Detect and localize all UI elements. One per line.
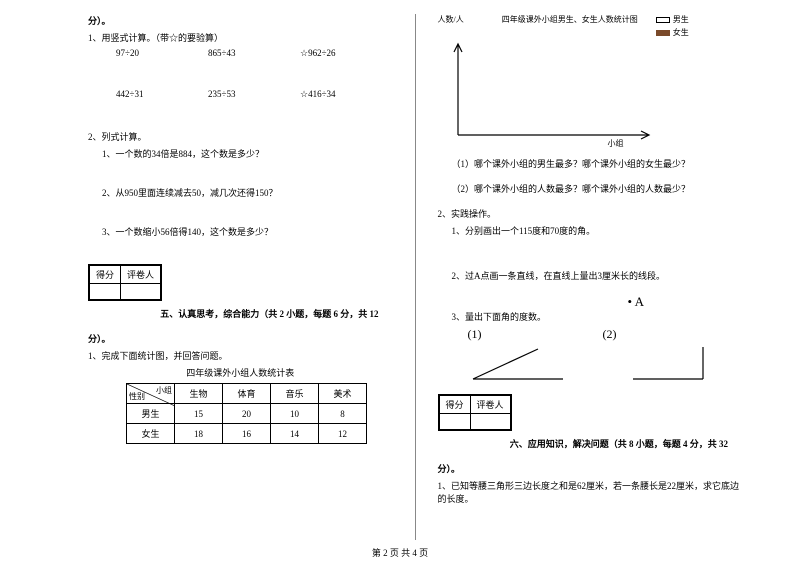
left-column: 分）。 1、用竖式计算。（带☆的要验算） 97÷20 865÷43 ☆962÷2… xyxy=(80,14,413,540)
angle-fig-1: (1) xyxy=(468,327,603,386)
cell: 10 xyxy=(271,404,319,424)
col-head: 音乐 xyxy=(271,384,319,404)
point-a-label: A xyxy=(635,294,644,309)
column-separator xyxy=(415,14,416,540)
section6-line: 六、应用知识，解决问题（共 8 小题，每题 4 分，共 32 xyxy=(438,437,743,450)
q2-2: 2、从950里面连续减去50，减几次还得150？ xyxy=(102,186,393,199)
calc-cell: 97÷20 xyxy=(116,48,208,59)
score-label: 评卷人 xyxy=(121,266,161,284)
row-label: 女生 xyxy=(127,424,175,444)
legend-label: 男生 xyxy=(673,14,689,25)
angle2-label: (2) xyxy=(603,327,738,342)
diag-cell: 小组 性别 xyxy=(127,384,175,404)
chart-y-label: 人数/人 xyxy=(438,14,464,25)
point-a: • A xyxy=(628,294,743,310)
q2-3: 3、一个数缩小56倍得140，这个数是多少？ xyxy=(102,225,393,238)
section6-fen: 分）。 xyxy=(438,462,743,475)
score-blank xyxy=(439,414,470,430)
calc-cell: 442÷31 xyxy=(116,89,208,100)
angle-row: (1) (2) xyxy=(468,327,743,386)
r-q2: （2）哪个课外小组的人数最多？哪个课外小组的人数最少？ xyxy=(452,182,743,195)
score-label: 评卷人 xyxy=(470,396,510,414)
stat-table: 小组 性别 生物 体育 音乐 美术 男生 15 20 10 8 女生 18 16… xyxy=(126,383,367,444)
row-label: 男生 xyxy=(127,404,175,424)
col-head: 生物 xyxy=(175,384,223,404)
angle-fig-2: (2) xyxy=(603,327,738,386)
score-blank xyxy=(470,414,510,430)
stat-title: 四年级课外小组人数统计表 xyxy=(88,366,393,379)
score-blank xyxy=(90,284,121,300)
score-box: 得分 评卷人 xyxy=(88,264,162,301)
diag-top: 小组 xyxy=(156,385,172,396)
cell: 8 xyxy=(319,404,367,424)
calc-cell: 235÷53 xyxy=(208,89,300,100)
calc-cell: 865÷43 xyxy=(208,48,300,59)
page: 分）。 1、用竖式计算。（带☆的要验算） 97÷20 865÷43 ☆962÷2… xyxy=(0,0,800,540)
q2-text: 2、列式计算。 xyxy=(88,130,393,143)
col-head: 体育 xyxy=(223,384,271,404)
score-blank xyxy=(121,284,161,300)
p2-1: 1、分别画出一个115度和70度的角。 xyxy=(452,224,743,237)
section5-line: 五、认真思考，综合能力（共 2 小题，每题 6 分，共 12 xyxy=(88,307,393,320)
dot-icon: • xyxy=(628,294,633,309)
q1-text: 1、用竖式计算。（带☆的要验算） xyxy=(88,31,393,44)
chart-axes-icon xyxy=(438,40,668,150)
col-head: 美术 xyxy=(319,384,367,404)
p2-2: 2、过A点画一条直线，在直线上量出3厘米长的线段。 xyxy=(452,269,743,282)
diag-bot: 性别 xyxy=(129,391,145,402)
chart-legend: 男生 女生 xyxy=(656,14,689,40)
chart-title: 四年级课外小组男生、女生人数统计图 xyxy=(502,14,638,25)
q2-1: 1、一个数的34倍是884，这个数是多少？ xyxy=(102,147,393,160)
s5-q1: 1、完成下面统计图，并回答问题。 xyxy=(88,349,393,362)
angle1-label: (1) xyxy=(468,327,603,342)
legend-box-female xyxy=(656,30,670,36)
s6-q1: 1、已知等腰三角形三边长度之和是62厘米，若一条腰长是22厘米，求它底边的长度。 xyxy=(438,479,743,505)
section6-title: 六、应用知识，解决问题（共 8 小题，每题 4 分，共 32 xyxy=(510,439,728,449)
angle2-icon xyxy=(603,344,713,384)
right-column: 人数/人 四年级课外小组男生、女生人数统计图 男生 女生 小组 （1）哪个课外小… xyxy=(418,14,751,540)
cell: 12 xyxy=(319,424,367,444)
legend-label: 女生 xyxy=(673,27,689,38)
score-label: 得分 xyxy=(90,266,121,284)
legend-box-male xyxy=(656,17,670,23)
section5-title: 五、认真思考，综合能力（共 2 小题，每题 6 分，共 12 xyxy=(160,309,378,319)
section5-fen: 分）。 xyxy=(88,332,393,345)
calc-row-1: 97÷20 865÷43 ☆962÷26 xyxy=(116,48,393,59)
cell: 20 xyxy=(223,404,271,424)
calc-cell: ☆416÷34 xyxy=(300,89,392,100)
cell: 18 xyxy=(175,424,223,444)
calc-row-2: 442÷31 235÷53 ☆416÷34 xyxy=(116,89,393,100)
p2-3: 3、量出下面角的度数。 xyxy=(452,310,743,323)
angle1-icon xyxy=(468,344,578,384)
r-q1: （1）哪个课外小组的男生最多？哪个课外小组的女生最少？ xyxy=(452,157,743,170)
chart-header: 人数/人 四年级课外小组男生、女生人数统计图 男生 女生 xyxy=(438,14,743,40)
page-footer: 第 2 页 共 4 页 xyxy=(0,546,800,559)
p2: 2、实践操作。 xyxy=(438,207,743,220)
fen-top: 分）。 xyxy=(88,14,393,27)
score-label: 得分 xyxy=(439,396,470,414)
cell: 15 xyxy=(175,404,223,424)
score-box: 得分 评卷人 xyxy=(438,394,512,431)
cell: 14 xyxy=(271,424,319,444)
calc-cell: ☆962÷26 xyxy=(300,48,392,59)
cell: 16 xyxy=(223,424,271,444)
